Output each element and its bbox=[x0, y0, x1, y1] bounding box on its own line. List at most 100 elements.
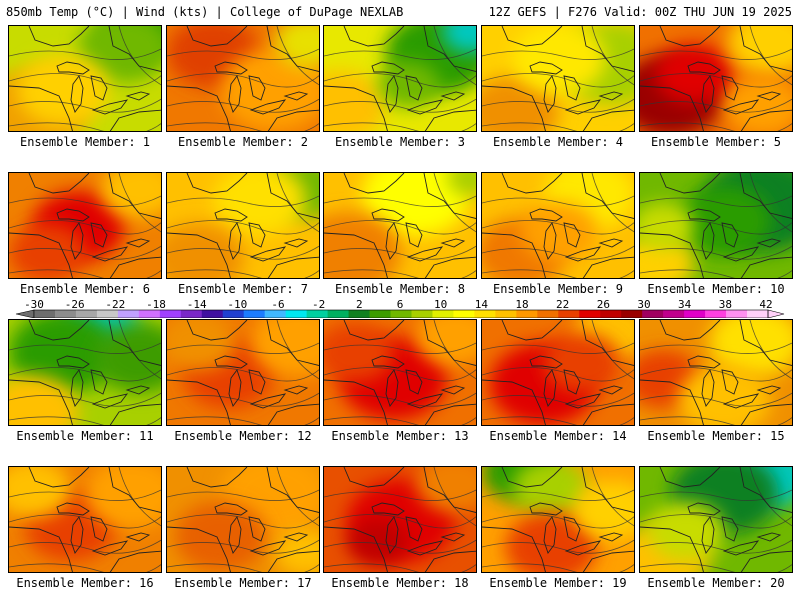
colorbar-swatch bbox=[180, 310, 203, 318]
wind-contour bbox=[324, 98, 476, 113]
wind-contour bbox=[640, 245, 792, 260]
coastline-border bbox=[248, 369, 266, 395]
coastline-border bbox=[581, 320, 634, 366]
run-valid-time: 12Z GEFS | F276 Valid: 00Z THU JUN 19 20… bbox=[488, 5, 792, 19]
coastline-border bbox=[598, 385, 624, 395]
coastline-border bbox=[267, 403, 319, 425]
coastline-border bbox=[371, 502, 405, 516]
coastline-border bbox=[228, 222, 242, 260]
colorbar-swatch bbox=[285, 310, 308, 318]
temperature-field bbox=[167, 26, 319, 131]
coastline-border bbox=[423, 173, 476, 219]
coastline-border bbox=[640, 379, 704, 425]
coastline-border bbox=[186, 320, 248, 341]
ensemble-map-panel bbox=[639, 319, 793, 426]
coastline-border bbox=[9, 85, 73, 131]
coastline-border bbox=[9, 379, 73, 425]
colorbar-swatch bbox=[117, 310, 140, 318]
coastline-border bbox=[687, 61, 721, 75]
coastline-border bbox=[343, 26, 405, 47]
wind-contour bbox=[167, 563, 319, 572]
ensemble-map-panel bbox=[639, 25, 793, 132]
wind-contour bbox=[167, 342, 319, 354]
colorbar-swatch bbox=[537, 310, 559, 318]
coastline-border bbox=[9, 526, 73, 572]
coastline-border bbox=[740, 109, 792, 131]
ensemble-member-caption: Ensemble Member: 12 bbox=[174, 429, 312, 443]
wind-contour bbox=[324, 539, 476, 554]
ensemble-map-panel bbox=[166, 466, 320, 573]
coastline-border bbox=[424, 109, 476, 131]
coastline-border bbox=[324, 232, 388, 278]
wind-contour bbox=[324, 342, 476, 354]
coastline-border bbox=[70, 75, 84, 113]
coastline-border bbox=[283, 385, 309, 395]
ensemble-map-panel bbox=[481, 172, 635, 279]
temperature-field bbox=[324, 467, 476, 572]
temperature-field bbox=[640, 173, 792, 278]
ensemble-map-panel bbox=[8, 319, 162, 426]
colorbar-tick-label: -22 bbox=[105, 298, 126, 311]
wind-contour bbox=[482, 98, 634, 113]
wind-contour bbox=[167, 367, 319, 382]
ensemble-map-panel bbox=[639, 466, 793, 573]
coastline-border bbox=[482, 85, 546, 131]
colorbar-swatch bbox=[306, 310, 329, 318]
ensemble-map-panel bbox=[323, 25, 477, 132]
coastline-border bbox=[740, 403, 792, 425]
colorbar-swatch bbox=[600, 310, 622, 318]
coastline-border bbox=[756, 385, 782, 395]
wind-contour bbox=[482, 269, 634, 278]
coastline-border bbox=[721, 75, 739, 101]
colorbar-swatch bbox=[621, 310, 643, 318]
coastline-border bbox=[501, 320, 563, 341]
coastline-border bbox=[167, 379, 231, 425]
coastline-border bbox=[740, 256, 792, 278]
coastline-border bbox=[756, 532, 782, 542]
ensemble-map-panel bbox=[639, 172, 793, 279]
ensemble-map-panel bbox=[481, 466, 635, 573]
wind-contour bbox=[640, 269, 792, 278]
coastline-border bbox=[70, 222, 84, 260]
wind-contour bbox=[167, 514, 319, 529]
ensemble-member-caption: Ensemble Member: 2 bbox=[177, 135, 309, 149]
coastline-border bbox=[529, 355, 563, 369]
coastline-border bbox=[371, 208, 405, 222]
coastline-border bbox=[440, 532, 466, 542]
coastline-border bbox=[248, 75, 266, 101]
wind-contour bbox=[640, 48, 792, 60]
coastline-border bbox=[214, 355, 248, 369]
coastline-border bbox=[266, 26, 319, 72]
coastline-border bbox=[406, 540, 444, 556]
coastline-border bbox=[564, 540, 602, 556]
coastline-border bbox=[186, 467, 248, 488]
coastline-border bbox=[108, 173, 161, 219]
coastline-border bbox=[248, 516, 266, 542]
ensemble-map-panel bbox=[8, 172, 162, 279]
coastline-border bbox=[424, 403, 476, 425]
coastline-border bbox=[385, 222, 399, 260]
ensemble-map-panel bbox=[166, 319, 320, 426]
temperature-field bbox=[167, 467, 319, 572]
wind-contour bbox=[482, 195, 634, 207]
temperature-field bbox=[640, 320, 792, 425]
wind-contour bbox=[482, 367, 634, 382]
wind-contour bbox=[167, 220, 319, 235]
wind-contour bbox=[640, 98, 792, 113]
coastline-border bbox=[739, 467, 792, 513]
coastline-border bbox=[482, 379, 546, 425]
coastline-border bbox=[701, 516, 715, 554]
wind-contour bbox=[167, 122, 319, 131]
coastline-border bbox=[423, 26, 476, 72]
ensemble-map-panel bbox=[8, 25, 162, 132]
colorbar-swatch bbox=[54, 310, 77, 318]
temperature-field bbox=[9, 173, 161, 278]
wind-contour bbox=[640, 73, 792, 88]
coastline-border bbox=[214, 61, 248, 75]
wind-contour bbox=[167, 73, 319, 88]
coastline-border bbox=[701, 222, 715, 260]
coastline-border bbox=[385, 369, 399, 407]
temperature-field bbox=[167, 320, 319, 425]
coastline-border bbox=[529, 208, 563, 222]
colorbar-tick-label: -6 bbox=[271, 298, 285, 311]
